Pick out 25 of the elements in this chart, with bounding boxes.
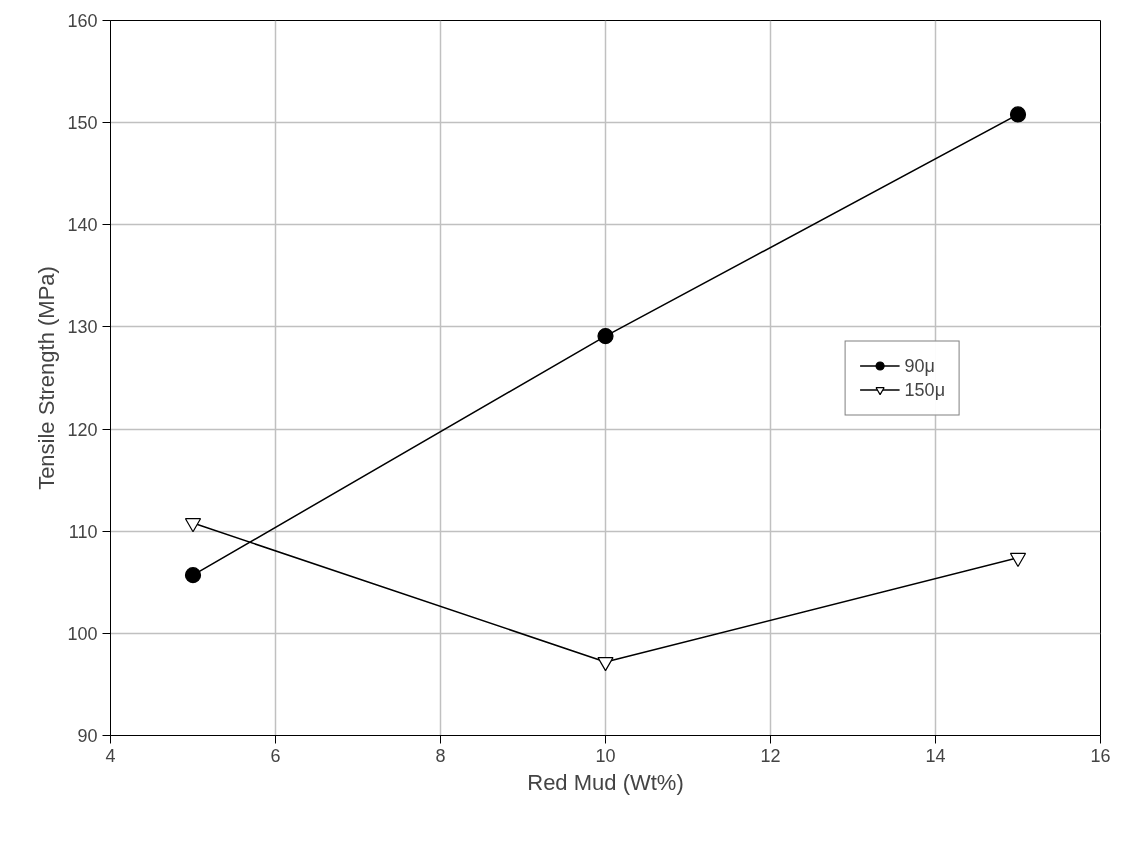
x-tick-label: 10 (595, 745, 616, 766)
x-tick-label: 16 (1090, 745, 1111, 766)
point (597, 328, 614, 345)
point (184, 567, 202, 584)
x-tick-label: 14 (925, 745, 946, 766)
legend-label: 150μ (904, 379, 945, 400)
y-tick-label: 120 (67, 419, 98, 440)
y-tick-label: 130 (67, 317, 98, 338)
x-tick-label: 12 (760, 745, 781, 766)
x-tick-label: 4 (105, 745, 116, 766)
point (1009, 106, 1027, 123)
legend-label: 90μ (904, 355, 935, 376)
y-tick-label: 140 (67, 215, 98, 236)
y-tick-label: 110 (68, 521, 98, 542)
y-tick-label: 160 (67, 11, 98, 31)
point (1009, 552, 1027, 568)
y-tick-label: 100 (67, 623, 98, 644)
y-tick-label: 150 (67, 113, 98, 134)
point (184, 518, 202, 533)
point (597, 657, 614, 672)
y-axis-title: Tensile Strength (MPa) (34, 266, 60, 490)
x-tick-label: 6 (270, 745, 281, 766)
y-tick-label: 90 (77, 726, 98, 746)
x-tick-label: 8 (435, 745, 446, 766)
x-axis-title: Red Mud (Wt%) (527, 769, 684, 795)
